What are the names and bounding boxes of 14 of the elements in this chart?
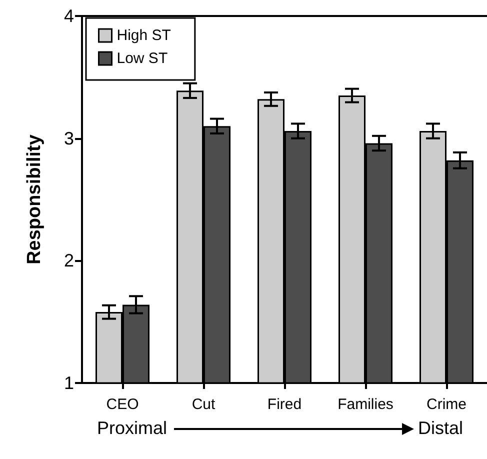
legend-label: Low ST: [116, 50, 168, 67]
y-tick-label: 1: [64, 373, 74, 393]
x-tick-label: CEO: [106, 396, 139, 413]
x-tick-label: Crime: [426, 396, 466, 413]
y-axis-title: Responsibility: [24, 134, 45, 264]
y-tick-label: 2: [64, 250, 74, 271]
y-tick-label: 4: [64, 6, 74, 26]
x-tick-label: Families: [338, 396, 394, 413]
text: Proximal: [97, 418, 168, 439]
x-tick-label: Cut: [192, 396, 216, 413]
x-tick-label: Fired: [267, 396, 302, 413]
text: Distal: [418, 418, 464, 439]
y-tick-label: 3: [64, 128, 74, 148]
legend-label: High ST: [116, 27, 171, 44]
